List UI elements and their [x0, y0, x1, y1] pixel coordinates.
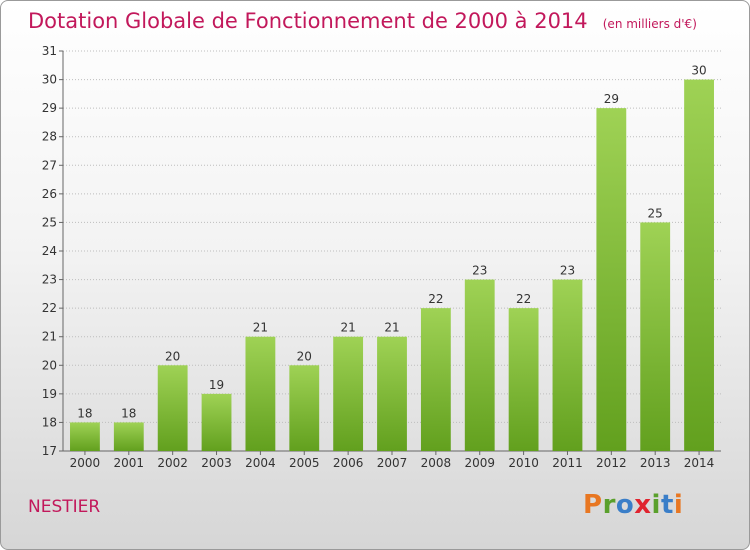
- bar: [70, 422, 100, 451]
- data-label: 18: [121, 406, 136, 420]
- y-tick-label: 24: [42, 244, 57, 258]
- bar: [420, 308, 451, 451]
- bar: [333, 336, 364, 451]
- data-label: 30: [691, 64, 706, 78]
- data-label: 18: [77, 406, 92, 420]
- x-tick-label: 2013: [640, 456, 671, 470]
- data-label: 23: [560, 264, 575, 278]
- y-tick-label: 21: [42, 330, 57, 344]
- data-label: 29: [604, 92, 619, 106]
- x-tick-label: 2009: [464, 456, 495, 470]
- y-tick-label: 20: [42, 358, 57, 372]
- x-tick-label: 2014: [684, 456, 715, 470]
- y-tick-label: 18: [42, 415, 57, 429]
- title-text: Dotation Globale de Fonctionnement de 20…: [28, 9, 588, 33]
- x-tick-label: 2006: [333, 456, 364, 470]
- chart-title: Dotation Globale de Fonctionnement de 20…: [28, 9, 697, 33]
- data-label: 21: [384, 321, 399, 335]
- proxiti-logo: Proxiti: [583, 490, 683, 520]
- bar: [245, 336, 276, 451]
- y-tick-label: 22: [42, 301, 57, 315]
- logo-letter: o: [615, 490, 635, 520]
- bar: [113, 422, 144, 451]
- logo-letter: P: [583, 490, 603, 520]
- bar: [640, 222, 671, 451]
- bar: [508, 308, 539, 451]
- x-tick-label: 2000: [70, 456, 101, 470]
- bar: [596, 108, 627, 452]
- x-tick-label: 2010: [508, 456, 539, 470]
- logo-letter: i: [673, 490, 684, 520]
- data-label: 21: [340, 321, 355, 335]
- x-tick-label: 2001: [114, 456, 145, 470]
- logo-letter: x: [634, 490, 652, 520]
- x-tick-label: 2012: [596, 456, 627, 470]
- y-tick-label: 26: [42, 187, 57, 201]
- data-label: 20: [297, 349, 312, 363]
- data-label: 22: [516, 292, 531, 306]
- y-tick-label: 29: [42, 101, 57, 115]
- bar: [552, 279, 583, 451]
- x-tick-label: 2008: [421, 456, 452, 470]
- x-tick-label: 2007: [377, 456, 408, 470]
- x-tick-label: 2002: [157, 456, 188, 470]
- commune-name: NESTIER: [28, 497, 101, 517]
- data-label: 20: [165, 349, 180, 363]
- y-tick-label: 23: [42, 273, 57, 287]
- y-tick-label: 28: [42, 130, 57, 144]
- bar: [464, 279, 495, 451]
- y-tick-label: 31: [42, 44, 57, 58]
- logo-letter: i: [651, 490, 661, 520]
- logo-letter: t: [660, 490, 674, 520]
- bar: [201, 393, 232, 451]
- data-label: 23: [472, 264, 487, 278]
- bar: [289, 365, 320, 451]
- y-tick-label: 17: [42, 444, 57, 458]
- bar: [684, 79, 714, 452]
- data-label: 22: [428, 292, 443, 306]
- logo-letter: r: [602, 490, 616, 520]
- x-tick-label: 2003: [201, 456, 232, 470]
- x-tick-label: 2004: [245, 456, 276, 470]
- data-label: 19: [209, 378, 224, 392]
- data-label: 25: [648, 206, 663, 220]
- y-tick-label: 25: [42, 215, 57, 229]
- bar: [157, 365, 188, 451]
- x-tick-label: 2011: [552, 456, 583, 470]
- data-label: 21: [253, 321, 268, 335]
- x-tick-label: 2005: [289, 456, 320, 470]
- y-tick-label: 19: [42, 387, 57, 401]
- y-tick-label: 27: [42, 158, 57, 172]
- y-tick-label: 30: [42, 73, 57, 87]
- bar: [377, 336, 407, 451]
- unit-text: (en milliers d'€): [602, 17, 697, 31]
